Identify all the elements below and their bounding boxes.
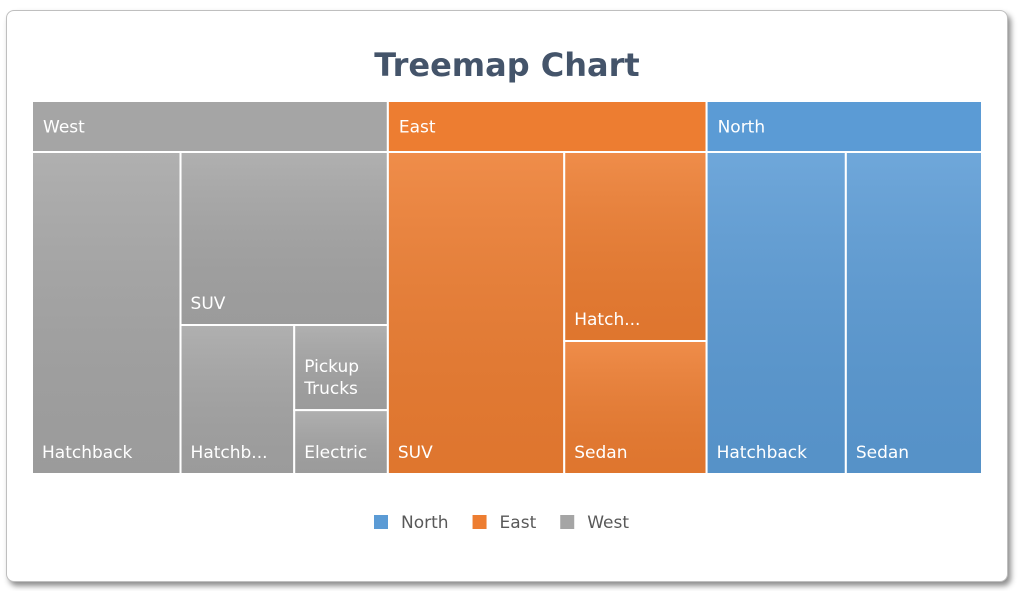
tile-label: SUV	[190, 293, 226, 314]
tile-label: Pickup Trucks	[304, 356, 360, 400]
tile-label-box: Pickup Trucks	[304, 356, 360, 400]
tile-shade	[565, 153, 706, 340]
region-label: West	[43, 118, 85, 138]
tile-label-box: SUV	[397, 442, 433, 463]
tile-label-box: Hatch...	[574, 309, 641, 330]
tile-label-box: Hatchback	[716, 442, 807, 463]
tile-shade	[181, 326, 294, 473]
legend-swatch	[560, 515, 575, 529]
tile-label: Sedan	[855, 442, 910, 463]
tile-label-box: Hatchb...	[190, 442, 268, 463]
tile-label: Hatchback	[42, 442, 133, 463]
legend-label: North	[401, 513, 449, 533]
legend-label: East	[500, 513, 537, 533]
tile-shade	[707, 153, 845, 473]
tile-shade	[295, 326, 387, 410]
region-header	[31, 100, 389, 153]
tile-label: Hatchb...	[190, 442, 268, 463]
region-label: East	[399, 118, 436, 138]
tile-shade	[181, 153, 387, 325]
tile-label-box: Electric	[304, 442, 368, 463]
tile-label: Hatch...	[574, 309, 641, 330]
tile-shade	[388, 153, 564, 473]
legend-label: West	[587, 513, 629, 533]
tile-label: Electric	[304, 442, 368, 463]
tile-shade	[295, 411, 387, 473]
tile-label-box: Sedan	[574, 442, 628, 463]
tile-shade	[33, 153, 180, 473]
tile-label-box: Sedan	[855, 442, 910, 463]
legend-swatch	[472, 515, 487, 529]
tile-label: Sedan	[574, 442, 628, 463]
tile-label-box: SUV	[190, 293, 226, 314]
region-header	[705, 100, 983, 153]
chart-title: Treemap Chart	[374, 46, 639, 84]
tile-label: Hatchback	[716, 442, 807, 463]
legend-swatch	[374, 515, 388, 529]
tile-shade	[846, 153, 981, 473]
region-header	[386, 100, 708, 153]
tile-shade	[565, 342, 706, 473]
region-label: North	[718, 118, 766, 138]
tile-label-box: Hatchback	[42, 442, 133, 463]
tile-label: SUV	[397, 442, 433, 463]
